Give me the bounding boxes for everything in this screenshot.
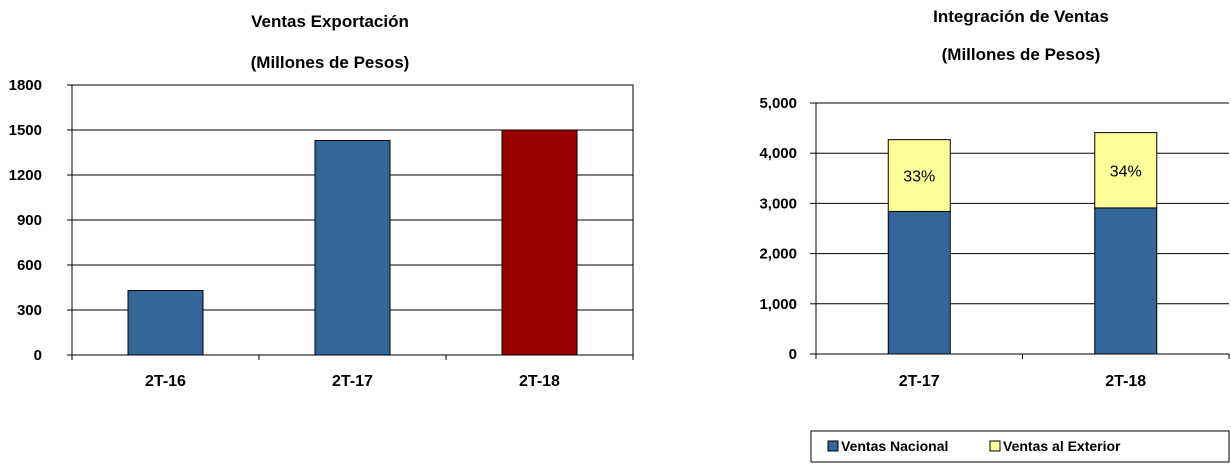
chart2-x-tick-label: 2T-18	[1105, 373, 1146, 390]
legend-label: Ventas Nacional	[841, 438, 948, 454]
chart2-bar-exterior	[1094, 132, 1158, 209]
chart1-subtitle: (Millones de Pesos)	[251, 53, 410, 72]
export-sales-chart: Ventas Exportación (Millones de Pesos) 0…	[9, 12, 634, 390]
chart1-y-tick-label: 1200	[9, 167, 42, 184]
chart1-x-axis: 2T-16 2T-17 2T-18	[71, 355, 634, 390]
chart1-y-tick-label: 600	[17, 257, 42, 274]
chart2-subtitle: (Millones de Pesos)	[942, 45, 1101, 64]
chart1-x-tick-label: 2T-18	[519, 373, 560, 390]
chart2-legend: Ventas Nacional Ventas al Exterior	[810, 430, 1230, 463]
chart2-bar-nacional	[1094, 207, 1158, 355]
chart2-y-axis: 0 1,000 2,000 3,000 4,000 5,000	[759, 95, 816, 363]
chart2-data-label: 34%	[1110, 163, 1142, 180]
chart2-axes	[815, 103, 1229, 355]
chart1-bar	[314, 140, 391, 356]
chart1-bar	[501, 129, 578, 356]
chart2-x-tick-label: 2T-17	[899, 373, 940, 390]
chart1-y-tick-label: 900	[17, 212, 42, 229]
chart2-bar-nacional	[887, 210, 951, 355]
chart1-y-tick-label: 1500	[9, 122, 42, 139]
chart2-y-tick-label: 0	[789, 346, 797, 363]
chart1-bars	[127, 129, 578, 356]
chart1-y-tick-label: 1800	[9, 77, 42, 94]
chart2-gridlines	[816, 102, 1229, 305]
chart2-bars: 33% 34%	[887, 132, 1158, 355]
chart2-title: Integración de Ventas	[933, 7, 1109, 26]
legend-swatch	[989, 440, 1001, 452]
sales-integration-chart: Integración de Ventas (Millones de Pesos…	[759, 7, 1230, 463]
chart1-bar	[127, 290, 204, 356]
chart2-y-tick-label: 4,000	[759, 145, 797, 162]
legend-swatch	[827, 440, 839, 452]
chart1-title: Ventas Exportación	[251, 12, 409, 31]
chart2-x-axis: 2T-17 2T-18	[815, 354, 1230, 390]
chart1-x-tick-label: 2T-16	[145, 373, 186, 390]
chart2-bar-exterior	[887, 139, 951, 212]
chart2-legend-box	[810, 430, 1230, 463]
chart2-data-label: 33%	[903, 169, 935, 186]
chart1-y-axis: 0 300 600 900 1200 1500 1800	[9, 77, 72, 364]
chart2-y-tick-label: 5,000	[759, 95, 797, 112]
legend-label: Ventas al Exterior	[1003, 438, 1121, 454]
chart1-x-tick-label: 2T-17	[332, 373, 373, 390]
chart1-y-tick-label: 300	[17, 302, 42, 319]
chart2-y-tick-label: 3,000	[759, 195, 797, 212]
chart1-y-tick-label: 0	[34, 347, 42, 364]
chart2-y-tick-label: 1,000	[759, 296, 797, 313]
chart2-y-tick-label: 2,000	[759, 246, 797, 263]
